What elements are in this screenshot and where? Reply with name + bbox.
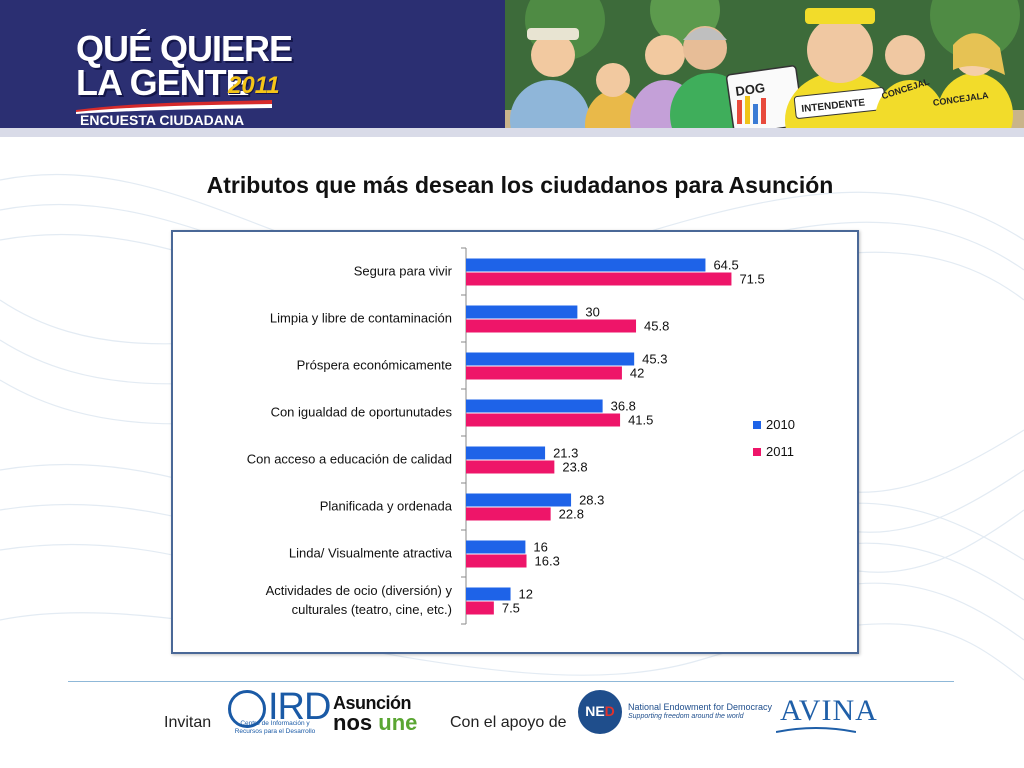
- value-label-2010: 64.5: [713, 258, 738, 273]
- logo-subtitle: ENCUESTA CIUDADANA: [80, 112, 245, 128]
- value-label-2011: 71.5: [739, 272, 764, 287]
- bar-2011: [466, 460, 555, 474]
- category-label: Limpia y libre de contaminación: [270, 311, 452, 326]
- category-label: Con acceso a educación de calidad: [247, 452, 452, 467]
- legend-swatch-2010: [753, 421, 761, 429]
- header-banner: QUÉ QUIERE LA GENTE 2011 ENCUESTA CIUDAD…: [0, 0, 1024, 137]
- globe-icon: [228, 690, 266, 728]
- value-label-2011: 23.8: [562, 460, 587, 475]
- ird-wordmark: IRD: [268, 686, 331, 728]
- crowd-illustration: DOG INTENDENTE CONCEJAL CONCEJALA: [505, 0, 1024, 137]
- category-label: Planificada y ordenada: [320, 499, 453, 514]
- invitan-label: Invitan: [164, 714, 212, 731]
- ned-name: National Endowment for Democracy: [628, 702, 773, 712]
- asuncion-wordmark: Asunción: [333, 693, 412, 713]
- flag-stripes: [76, 100, 272, 114]
- category-label: Actividades de ocio (diversión) y cultura…: [266, 583, 453, 617]
- category-label: Próspera económicamente: [297, 358, 452, 373]
- value-label-2011: 41.5: [628, 413, 653, 428]
- bar-2010: [466, 493, 572, 507]
- category-label: Con igualdad de oportunutades: [271, 405, 453, 420]
- value-label-2010: 12: [519, 587, 533, 602]
- value-label-2010: 45.3: [642, 352, 667, 367]
- value-label-2011: 16.3: [535, 554, 560, 569]
- bar-2010: [466, 352, 635, 366]
- bar-2010: [466, 258, 706, 272]
- bar-2010: [466, 587, 511, 601]
- value-label-2010: 28.3: [579, 493, 604, 508]
- bar-2010: [466, 540, 526, 554]
- nos-text: nos: [333, 710, 373, 735]
- avina-swoosh: [776, 727, 856, 733]
- bar-2010: [466, 305, 578, 319]
- ned-badge-d: D: [604, 703, 615, 719]
- chart-title: Atributos que más desean los ciudadanos …: [206, 172, 834, 198]
- value-label-2011: 45.8: [644, 319, 669, 334]
- bar-chart: Segura para vivir 64.571.5 Limpia y libre …: [247, 247, 795, 625]
- bar-2011: [466, 413, 621, 427]
- con-apoyo-label: Con el apoyo de: [450, 714, 567, 731]
- bar-2011: [466, 319, 637, 333]
- survey-logo: QUÉ QUIERE LA GENTE 2011 ENCUESTA CIUDAD…: [76, 28, 293, 128]
- bar-2011: [466, 366, 622, 380]
- category-label: Segura para vivir: [354, 264, 453, 279]
- bar-2011: [466, 272, 732, 286]
- bar-2010: [466, 399, 603, 413]
- header-stripe: [0, 128, 1024, 137]
- ird-caption: Centro de Información y Recursos para el…: [234, 720, 316, 735]
- avina-logo: AVINA: [780, 694, 878, 727]
- legend-swatch-2011: [753, 448, 761, 456]
- logo-line-1: QUÉ QUIERE: [76, 28, 293, 69]
- value-label-2010: 36.8: [611, 399, 636, 414]
- ned-badge: NED: [578, 690, 622, 734]
- value-label-2011: 42: [630, 366, 644, 381]
- ned-badge-ne: NE: [585, 703, 605, 719]
- value-label-2010: 16: [533, 540, 547, 555]
- une-text: une: [378, 710, 418, 735]
- logo-year: 2011: [228, 72, 280, 99]
- chart-frame: Segura para vivir 64.5 71.5 Limpia y libre …: [171, 230, 859, 654]
- svg-text:DOG: DOG: [734, 80, 765, 99]
- value-label-2011: 22.8: [559, 507, 584, 522]
- value-label-2010: 21.3: [553, 446, 578, 461]
- bar-2011: [466, 507, 551, 521]
- bar-2011: [466, 601, 494, 615]
- footer-divider: [68, 681, 954, 682]
- category-label: Linda/ Visualmente atractiva: [289, 546, 453, 561]
- value-label-2011: 7.5: [502, 601, 520, 616]
- legend-label-2011: 2011: [766, 444, 794, 459]
- value-label-2010: 30: [585, 305, 599, 320]
- bar-2010: [466, 446, 546, 460]
- ned-tagline: Supporting freedom around the world: [628, 713, 744, 720]
- bar-2011: [466, 554, 527, 568]
- legend-label-2010: 2010: [766, 417, 795, 432]
- nos-une-wordmark: nos une: [333, 712, 417, 734]
- logo-line-2: LA GENTE: [76, 62, 250, 103]
- asuncion-nos-une-logo: Asunción nos une: [333, 694, 417, 734]
